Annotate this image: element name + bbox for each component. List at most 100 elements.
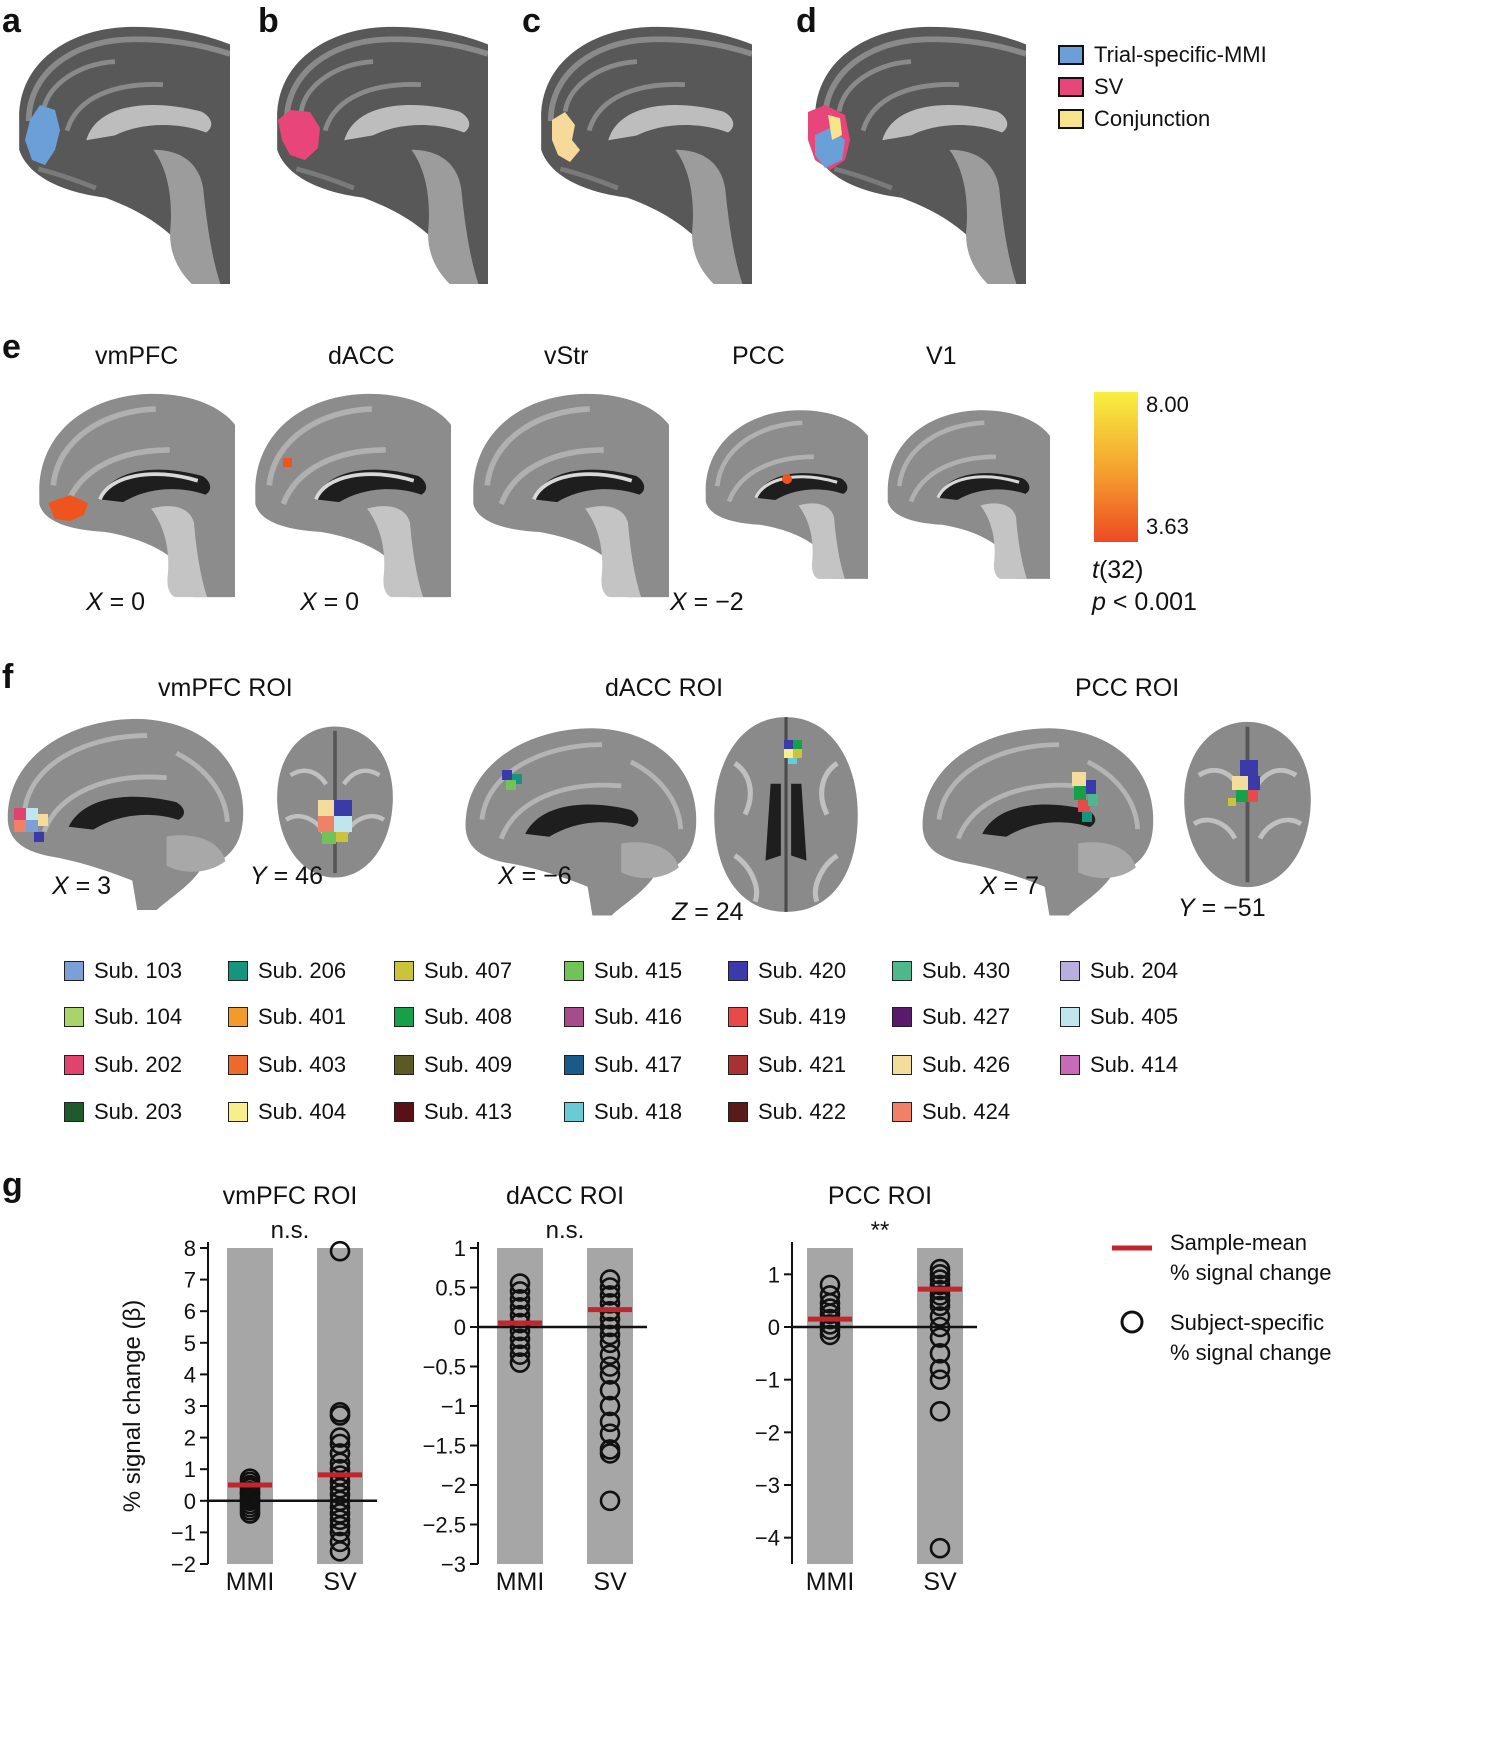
g-legend-mean-line1: Sample-mean (1170, 1230, 1307, 1255)
panel-label-b: b (258, 2, 279, 40)
subject-label: Sub. 417 (594, 1052, 683, 1077)
region-title-dacc: dACC (328, 342, 395, 370)
subject-legend-item: Sub. 403 (228, 1052, 346, 1078)
subject-swatch (64, 1055, 84, 1075)
data-point (599, 1277, 621, 1298)
subject-legend-item: Sub. 203 (64, 1099, 182, 1125)
overlay-conj-blob (828, 115, 842, 140)
g-legend-subject-line2: % signal change (1170, 1340, 1332, 1365)
brain-panels-f (0, 712, 1491, 927)
subject-legend-item: Sub. 427 (892, 1004, 1010, 1030)
data-point (599, 1285, 621, 1306)
y-tick-label: 1 (184, 1457, 196, 1482)
coord-f-4: Z = 24 (672, 898, 744, 927)
y-tick-label: 0.5 (435, 1276, 466, 1301)
coord-f-4-axis: Z (672, 898, 688, 926)
subject-swatch (564, 961, 584, 981)
subject-legend-item: Sub. 409 (394, 1052, 512, 1078)
data-point (599, 1316, 621, 1338)
data-point (929, 1290, 951, 1311)
subject-swatch (64, 1102, 84, 1122)
coord-e-3: X = −2 (670, 588, 744, 617)
region-title-vstr: vStr (544, 342, 589, 370)
subject-legend-item: Sub. 414 (1060, 1052, 1178, 1078)
colorbar-p-symbol: p (1092, 588, 1106, 616)
y-tick-label: −2 (171, 1552, 196, 1577)
coord-f-3-axis: X (498, 862, 515, 890)
subject-legend-item: Sub. 206 (228, 958, 346, 984)
data-point (929, 1316, 951, 1338)
legend-item-mmi: Trial-specific-MMI (1058, 42, 1267, 68)
subject-label: Sub. 405 (1090, 1004, 1179, 1029)
subject-swatch (564, 1007, 584, 1027)
colorbar-stat: t(32) (1092, 556, 1143, 585)
subject-swatch (728, 961, 748, 981)
conjunction-blob (552, 112, 580, 162)
coord-f-6-axis: Y (1178, 894, 1195, 922)
subject-label: Sub. 407 (424, 958, 513, 983)
significance-label: ** (871, 1217, 890, 1244)
subject-label: Sub. 422 (758, 1099, 847, 1124)
y-tick-label: −1 (441, 1394, 466, 1419)
subject-label: Sub. 409 (424, 1052, 513, 1077)
y-tick-label: 0 (768, 1315, 780, 1340)
subject-swatch (228, 1102, 248, 1122)
coord-e-1-value: = 0 (109, 588, 146, 616)
roi-cluster-pcc-coronal (1228, 760, 1260, 806)
data-point (599, 1379, 621, 1401)
colorbar-stat-symbol: t (1092, 556, 1099, 584)
subject-legend-item: Sub. 408 (394, 1004, 512, 1030)
subject-legend-item: Sub. 415 (564, 958, 682, 984)
subject-legend-item: Sub. 104 (64, 1004, 182, 1030)
data-point (929, 1327, 951, 1348)
subject-legend-item: Sub. 417 (564, 1052, 682, 1078)
roi-title-pcc: PCC ROI (1075, 674, 1180, 702)
subject-legend-item: Sub. 422 (728, 1099, 846, 1125)
significance-label: n.s. (546, 1217, 585, 1244)
subject-swatch (892, 1007, 912, 1027)
data-point (509, 1328, 531, 1350)
coord-f-3: X = −6 (498, 862, 572, 891)
activation-vmpfc (48, 495, 88, 521)
data-point (929, 1285, 951, 1306)
roi-cluster-vmpfc-coronal (318, 800, 352, 844)
data-point (329, 1515, 351, 1537)
coord-f-1-axis: X (52, 872, 69, 900)
y-tick-label: −2 (441, 1473, 466, 1498)
data-point (929, 1358, 951, 1380)
data-point (929, 1537, 951, 1559)
brain-panels-abcd (0, 0, 1040, 300)
data-point (599, 1324, 621, 1346)
coord-f-1-value: = 3 (75, 872, 112, 900)
legend-swatch-conjunction (1058, 109, 1084, 129)
data-point (509, 1281, 531, 1302)
subject-legend-item: Sub. 418 (564, 1099, 682, 1125)
coord-e-2: X = 0 (300, 588, 359, 617)
significance-label: n.s. (271, 1217, 310, 1244)
data-point (929, 1258, 951, 1280)
brain-slice-pcc (706, 410, 868, 579)
subject-legend-item: Sub. 404 (228, 1099, 346, 1125)
y-tick-label: 0 (184, 1489, 196, 1514)
category-label: MMI (496, 1568, 545, 1596)
subject-label: Sub. 427 (922, 1004, 1011, 1029)
data-point (599, 1269, 621, 1290)
subject-label: Sub. 420 (758, 958, 847, 983)
subject-swatch (892, 1102, 912, 1122)
data-point (239, 1503, 261, 1524)
subject-legend-item: Sub. 401 (228, 1004, 346, 1030)
overlay-mmi-blob (815, 128, 845, 168)
coord-f-1: X = 3 (52, 872, 111, 901)
data-point (329, 1427, 351, 1448)
subject-swatch (64, 1007, 84, 1027)
column-sv (917, 1248, 963, 1564)
roi-cluster-vmpfc (14, 808, 48, 842)
subject-label: Sub. 414 (1090, 1052, 1179, 1077)
column-mmi (497, 1248, 543, 1564)
subject-swatch (394, 1007, 414, 1027)
y-tick-label: −2.5 (423, 1513, 466, 1538)
subject-legend-item: Sub. 202 (64, 1052, 182, 1078)
legend-swatch-sv (1058, 77, 1084, 97)
column-mmi (227, 1248, 273, 1564)
subject-legend-item: Sub. 413 (394, 1099, 512, 1125)
